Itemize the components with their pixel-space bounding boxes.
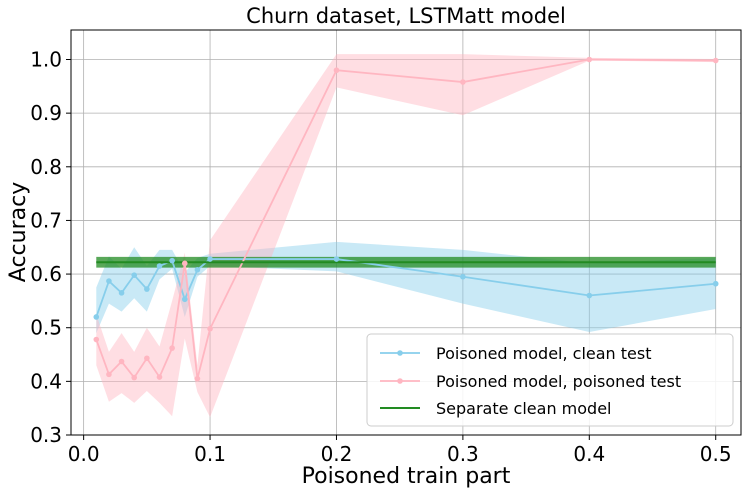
y-tick-label: 0.3 bbox=[30, 423, 62, 447]
plot-frame bbox=[70, 29, 742, 436]
series-lines bbox=[95, 58, 716, 380]
data-point bbox=[181, 260, 188, 267]
x-tick-label: 0.3 bbox=[447, 442, 479, 466]
data-point bbox=[131, 272, 138, 278]
data-point bbox=[333, 256, 340, 262]
x-tick-label: 0.2 bbox=[321, 442, 353, 466]
x-axis-label: Poisoned train part bbox=[302, 464, 511, 489]
legend-label-separate-clean: Separate clean model bbox=[436, 399, 611, 418]
y-axis-label: Accuracy bbox=[6, 182, 31, 282]
data-point bbox=[106, 278, 112, 284]
data-point bbox=[333, 67, 340, 74]
data-point bbox=[144, 355, 150, 362]
data-point bbox=[169, 345, 175, 351]
data-point bbox=[118, 290, 125, 296]
y-tick-label: 0.4 bbox=[30, 369, 62, 393]
data-point bbox=[106, 371, 112, 378]
x-tick-label: 0.1 bbox=[194, 442, 226, 466]
y-tick-label: 0.6 bbox=[30, 262, 62, 286]
x-tick-label: 0.4 bbox=[573, 442, 605, 466]
data-point bbox=[460, 79, 466, 85]
data-point bbox=[194, 266, 201, 273]
data-point bbox=[207, 256, 213, 262]
data-point bbox=[93, 314, 100, 320]
legend-label-clean-test: Poisoned model, clean test bbox=[436, 344, 652, 363]
series-line-0 bbox=[95, 258, 716, 318]
legend: Poisoned model, clean test Poisoned mode… bbox=[366, 333, 734, 427]
data-point bbox=[131, 374, 138, 381]
data-point bbox=[712, 280, 719, 287]
data-point bbox=[93, 336, 100, 343]
data-point bbox=[207, 325, 213, 332]
axis-ticks: 0.0 0.1 0.2 0.3 0.4 0.5 0.3 0.4 0.5 0.6 0.7 0.8 0.9 1… bbox=[30, 48, 731, 466]
series-line-1 bbox=[95, 58, 716, 380]
confidence-band-1 bbox=[96, 54, 716, 418]
series-markers bbox=[93, 56, 719, 382]
data-point bbox=[712, 57, 719, 64]
y-tick-label: 0.9 bbox=[30, 101, 62, 125]
data-point bbox=[144, 286, 150, 292]
y-tick-label: 1.0 bbox=[30, 48, 62, 72]
y-tick-label: 0.7 bbox=[30, 208, 62, 232]
legend-marker-clean-test bbox=[397, 350, 403, 356]
y-tick-label: 0.5 bbox=[30, 316, 62, 340]
data-point bbox=[169, 257, 175, 264]
data-point bbox=[181, 296, 188, 303]
data-point bbox=[460, 273, 466, 280]
legend-marker-poisoned-test bbox=[397, 378, 403, 384]
data-point bbox=[586, 56, 593, 63]
legend-label-poisoned-test: Poisoned model, poisoned test bbox=[436, 372, 681, 391]
data-point bbox=[156, 263, 163, 269]
x-tick-label: 0.0 bbox=[68, 442, 100, 466]
y-tick-label: 0.8 bbox=[30, 155, 62, 179]
data-point bbox=[118, 358, 125, 365]
x-tick-label: 0.5 bbox=[700, 442, 732, 466]
data-point bbox=[194, 375, 201, 382]
chart-title: Churn dataset, LSTMatt model bbox=[246, 4, 566, 28]
data-point bbox=[156, 374, 163, 380]
data-point bbox=[586, 292, 593, 299]
legend-box bbox=[366, 333, 734, 427]
